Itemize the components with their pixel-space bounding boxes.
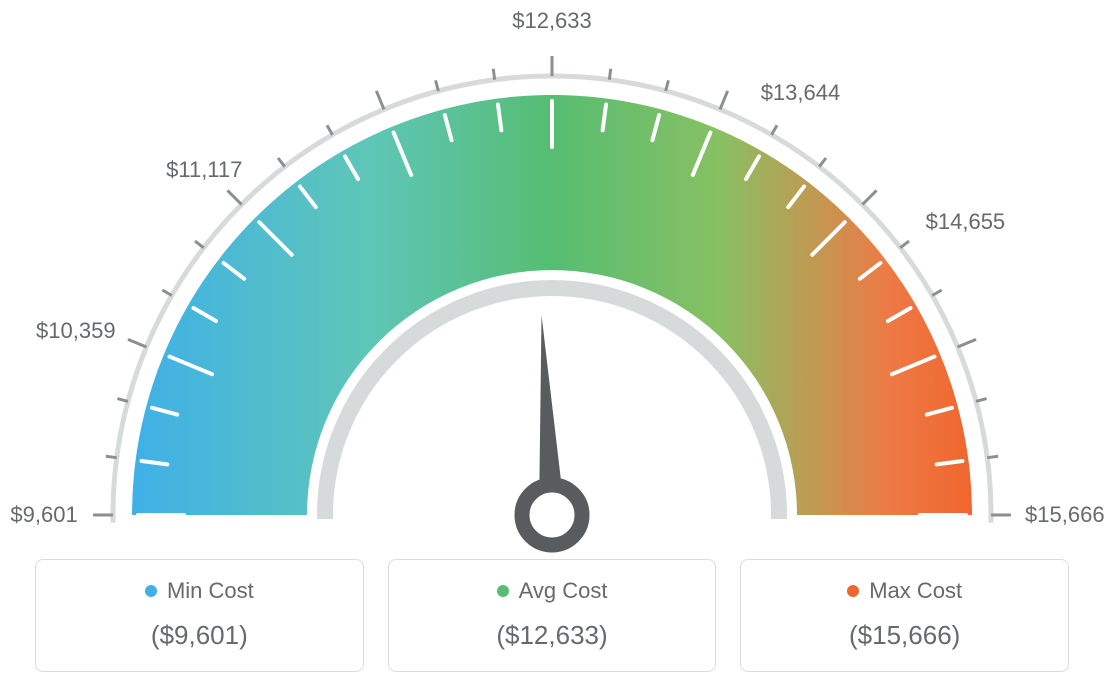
gauge-area: $9,601 $10,359 $11,117 $12,633 $13,644 $14,65…	[0, 5, 1104, 565]
legend-value-avg: ($12,633)	[399, 620, 706, 651]
scale-label: $11,117	[166, 157, 242, 183]
legend-dot-max	[847, 585, 859, 597]
legend-title-max: Max Cost	[847, 578, 962, 604]
legend-title-avg: Avg Cost	[497, 578, 608, 604]
scale-label: $13,644	[761, 80, 841, 106]
legend-card-max: Max Cost ($15,666)	[740, 559, 1069, 672]
scale-label: $14,655	[926, 209, 1006, 235]
scale-label: $10,359	[36, 318, 116, 344]
legend-label-avg: Avg Cost	[519, 578, 608, 604]
legend-card-avg: Avg Cost ($12,633)	[388, 559, 717, 672]
scale-label: $9,601	[10, 502, 77, 528]
legend-dot-avg	[497, 585, 509, 597]
cost-gauge-container: $9,601 $10,359 $11,117 $12,633 $13,644 $14,65…	[0, 0, 1104, 690]
scale-label: $15,666	[1025, 502, 1104, 528]
gauge-svg	[0, 5, 1104, 565]
scale-label: $12,633	[512, 8, 592, 34]
legend-dot-min	[145, 585, 157, 597]
legend-row: Min Cost ($9,601) Avg Cost ($12,633) Max…	[35, 559, 1069, 672]
legend-value-max: ($15,666)	[751, 620, 1058, 651]
legend-value-min: ($9,601)	[46, 620, 353, 651]
legend-card-min: Min Cost ($9,601)	[35, 559, 364, 672]
legend-label-min: Min Cost	[167, 578, 254, 604]
legend-label-max: Max Cost	[869, 578, 962, 604]
legend-title-min: Min Cost	[145, 578, 254, 604]
